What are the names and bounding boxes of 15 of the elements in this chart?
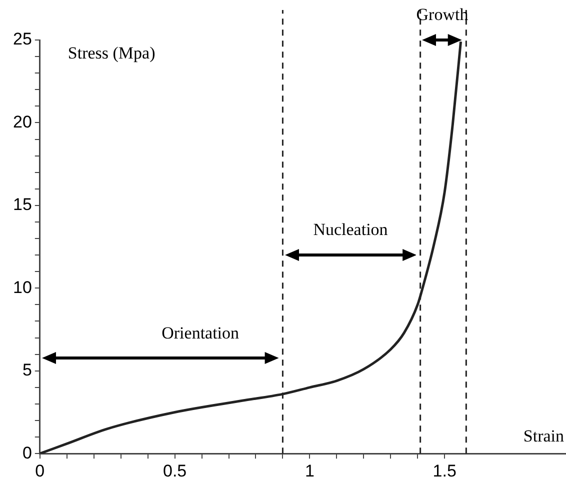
x-tick-label: 1 (304, 461, 314, 480)
y-tick-label: 10 (12, 278, 32, 297)
x-tick-label: 1.5 (432, 461, 456, 480)
x-tick-label: 0 (35, 461, 45, 480)
y-tick-label: 0 (22, 443, 32, 462)
x-axis-title: Strain (523, 426, 564, 446)
y-tick-label: 20 (12, 112, 32, 132)
x-tick-label: 0.5 (162, 461, 187, 480)
annotation: Nucleation (313, 220, 388, 240)
y-tick-label: 15 (12, 195, 32, 214)
y-axis-title: Stress (Mpa) (68, 43, 156, 62)
text: Growth (416, 4, 469, 24)
y-tick-label: 5 (22, 360, 32, 380)
y-tick-label: 25 (12, 30, 32, 49)
annotation: Orientation (162, 323, 240, 342)
